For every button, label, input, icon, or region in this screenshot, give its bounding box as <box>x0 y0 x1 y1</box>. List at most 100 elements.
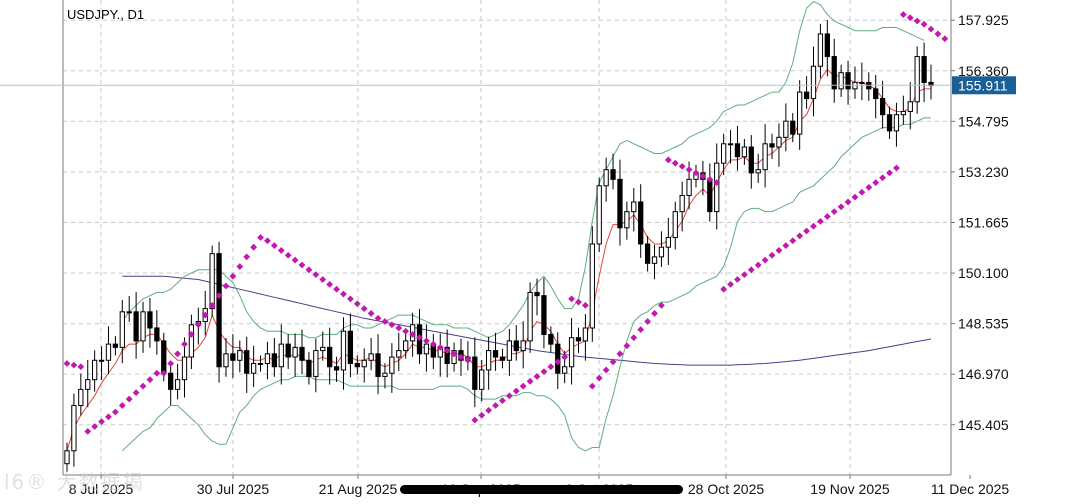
candle <box>216 241 222 383</box>
bull-candle-body <box>568 337 575 368</box>
y-tick-label: 148.535 <box>958 316 1009 332</box>
candle <box>278 324 284 385</box>
sar-dot <box>167 360 175 367</box>
bear-candle-body <box>306 359 312 377</box>
bear-candle-body <box>790 120 796 135</box>
bull-candle-body <box>423 343 430 355</box>
bull-candle-body <box>361 359 367 368</box>
sar-dot <box>153 369 161 377</box>
bear-candle-body <box>154 327 160 342</box>
sar-dot <box>139 382 147 390</box>
sar-dot <box>658 301 665 309</box>
candle <box>492 332 499 371</box>
bull-candle-body <box>105 343 112 361</box>
sar-dot <box>637 326 645 333</box>
bear-candle-body <box>845 72 851 90</box>
bull-candle-body <box>257 363 264 366</box>
sar-dot <box>457 353 465 361</box>
sar-dot <box>257 234 264 241</box>
candle <box>112 336 119 356</box>
candle <box>644 235 651 272</box>
sar-dot <box>194 321 202 329</box>
sar-dot <box>512 387 520 395</box>
bull-candle-body <box>85 379 91 390</box>
candle <box>389 343 395 393</box>
bull-candle-body <box>686 178 692 196</box>
candle <box>803 76 810 109</box>
bear-candle-body <box>617 178 623 229</box>
sar-dot <box>893 164 900 172</box>
sar-dot <box>830 208 838 216</box>
candle <box>734 126 741 171</box>
bull-candle-body <box>485 350 492 371</box>
sar-dot <box>250 243 258 251</box>
sar-dot <box>906 14 914 22</box>
candle <box>873 74 879 119</box>
candle <box>658 231 665 267</box>
sar-dot <box>533 373 541 380</box>
bear-candle-body <box>271 353 278 368</box>
sar-dot <box>630 334 638 342</box>
bull-candle-body <box>582 327 589 342</box>
x-tick-label: 21 Aug 2025 <box>319 481 398 497</box>
candle <box>237 340 243 373</box>
sar-dot <box>326 280 334 288</box>
bear-candle-body <box>161 340 167 374</box>
candle <box>548 326 554 353</box>
x-tick-label: 19 Nov 2025 <box>810 481 890 497</box>
candle <box>755 153 761 183</box>
moving-average-fast <box>66 68 931 451</box>
candle <box>230 334 236 379</box>
bull-candle-body <box>119 311 125 348</box>
bear-candle-body <box>472 356 478 390</box>
sar-dot <box>70 361 78 369</box>
sar-dot <box>423 337 430 345</box>
horizontal-scrollbar[interactable] <box>400 485 683 494</box>
candle <box>610 153 616 190</box>
bull-candle-body <box>900 110 906 116</box>
sar-dot <box>547 363 555 371</box>
bear-candle-body <box>921 56 927 83</box>
bull-candle-body <box>506 340 513 361</box>
sar-dot <box>105 413 112 421</box>
sar-dot <box>132 389 140 397</box>
sar-dot <box>582 301 589 309</box>
sar-dot <box>436 343 444 351</box>
sar-dot <box>416 334 423 342</box>
bull-candle-body <box>783 120 789 138</box>
candle <box>485 336 492 390</box>
x-tick-label: 28 Oct 2025 <box>688 481 764 497</box>
sar-dot <box>692 169 700 177</box>
bull-candle-body <box>313 350 319 377</box>
y-tick-label: 151.665 <box>958 214 1009 230</box>
sar-dot <box>215 292 223 300</box>
candle <box>520 321 526 369</box>
sar-dot <box>208 301 216 309</box>
bull-candle-body <box>340 330 347 371</box>
bull-candle-body <box>71 405 77 452</box>
sar-dot <box>181 340 188 348</box>
bull-candle-body <box>914 56 920 103</box>
candle <box>714 143 720 230</box>
candle <box>879 80 886 129</box>
sar-dot <box>125 395 133 403</box>
candle <box>244 336 250 393</box>
candle <box>831 38 837 103</box>
sar-dot <box>505 392 513 400</box>
candle <box>568 317 575 385</box>
candle <box>479 359 485 402</box>
sar-dot <box>229 272 237 280</box>
candle <box>748 135 754 189</box>
sar-dot <box>817 217 824 225</box>
sar-dot <box>899 11 907 18</box>
candle <box>347 313 354 378</box>
sar-dot <box>381 318 389 325</box>
bull-candle-body <box>589 243 595 329</box>
candle <box>119 299 125 364</box>
sar-dot <box>360 305 368 312</box>
sar-dot <box>526 377 534 385</box>
sar-dot <box>720 285 728 293</box>
sar-dot <box>291 256 299 264</box>
sar-dot <box>761 256 769 264</box>
